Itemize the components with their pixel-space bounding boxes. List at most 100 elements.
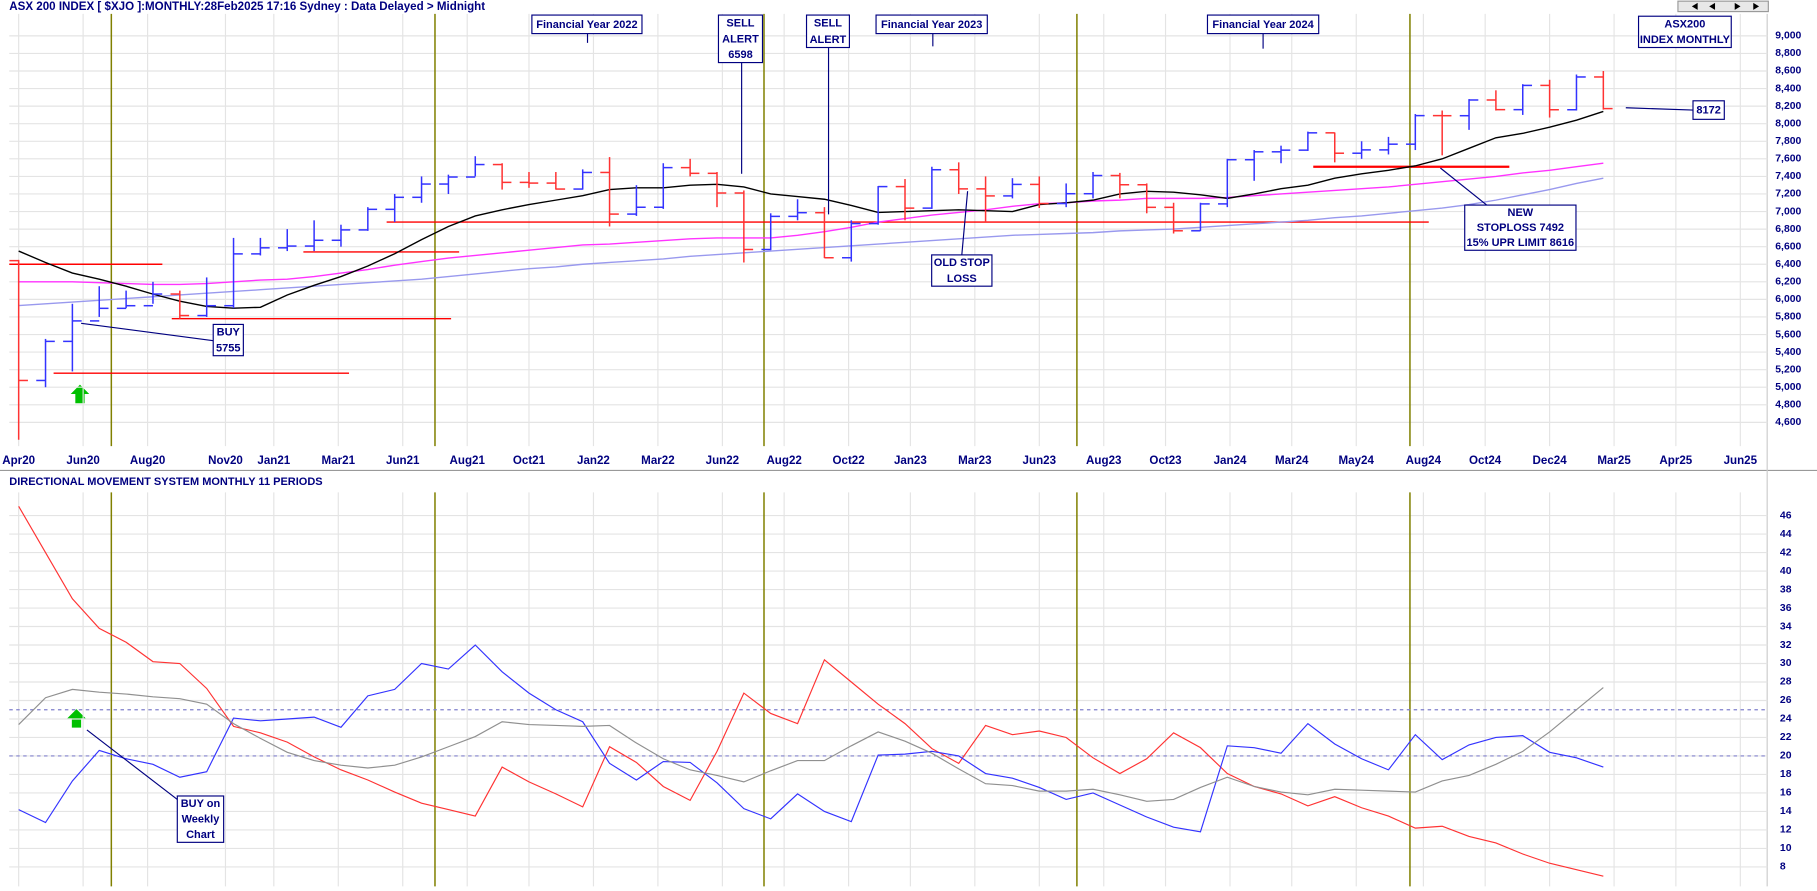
y-tick-label: 5,200 [1775,364,1801,375]
y-tick-label: 7,600 [1775,154,1801,165]
annotation: SELL ALERT 6598 [717,14,764,174]
x-tick-label: Jun20 [66,455,99,467]
y-tick-label: 6,200 [1775,277,1801,288]
annotation: Financial Year 2023 [875,14,988,47]
x-tick-label: Dec24 [1533,455,1568,467]
price-bar [1056,183,1076,208]
annotation-text: ALERT [722,33,759,45]
y-tick-label: 30 [1780,658,1792,669]
x-tick-label: Oct23 [1149,455,1182,467]
price-bar [116,290,136,310]
annotation-text: ASX200 [1664,19,1705,31]
nav-next[interactable] [1734,2,1741,10]
y-tick-label: 6,800 [1775,224,1801,235]
nav-prev[interactable] [1709,2,1716,10]
x-tick-label: Mar25 [1597,455,1631,467]
annotation-box [1692,100,1725,120]
price-bar [868,185,888,225]
price-bar [385,193,404,223]
price-bar [304,220,324,252]
nav-first[interactable] [1691,2,1698,10]
y-tick-label: 7,800 [1775,136,1801,147]
x-tick-label: Jan24 [1214,455,1247,467]
nav-buttons[interactable] [1677,0,1769,13]
nav-bar[interactable] [1677,0,1769,13]
price-bar [1459,99,1479,130]
x-tick-label: Jan21 [257,455,290,467]
x-tick-label: Oct24 [1469,455,1502,467]
price-bar [1110,172,1130,199]
price-bar [949,162,968,194]
y-tick-label: 38 [1780,584,1792,595]
price-bar [546,172,566,190]
annotation: NEW STOPLOSS 7492 15% UPR LIMIT 8616 [1440,167,1577,251]
price-bar [1218,158,1237,208]
chart-title: ASX 200 INDEX [ $XJO ]:MONTHLY:28Feb2025… [9,1,485,13]
price-bar [143,281,163,307]
price-bar [1137,183,1157,214]
y-tick-label: 46 [1780,510,1792,521]
price-bar [1191,202,1210,232]
y-tick-label: 5,800 [1775,312,1801,323]
y-tick-label: 36 [1780,603,1792,614]
annotation-pointer [81,322,214,342]
y-tick-label: 34 [1780,621,1792,632]
price-bar [439,174,458,194]
x-tick-label: Jan22 [577,455,610,467]
annotation: Financial Year 2022 [531,14,643,43]
y-tick-label: 20 [1780,751,1792,762]
annotation-pointer [1440,167,1488,206]
y-tick-label: 5,400 [1775,347,1801,358]
nav-last[interactable] [1753,2,1760,10]
y-tick-label: 40 [1780,566,1792,577]
y-tick-label: 28 [1780,677,1792,688]
price-bar [788,199,807,221]
grid [9,13,1768,887]
annotation-text: SELL [814,18,842,30]
price-bar [815,207,834,259]
y-tick-label: 24 [1780,714,1792,725]
x-tick-label: Mar22 [641,455,674,467]
annotation-box [531,14,643,35]
price-bar [1352,141,1371,159]
y-tick-label: 8,800 [1775,48,1801,59]
y-tick-label: 16 [1780,788,1792,799]
y-tick-label: 7,400 [1775,171,1801,182]
price-bar [1003,178,1022,199]
price-bar [573,169,592,190]
price-bar [1513,84,1533,115]
price-bar [412,176,431,203]
x-tick-label: Oct21 [513,455,546,467]
x-tick-label: Aug24 [1406,455,1442,467]
price-bar [358,207,378,231]
price-bar [1325,132,1345,163]
price-bar [1432,110,1452,156]
annotation-text: 15% UPR LIMIT 8616 [1467,237,1575,249]
annotation-box [717,14,764,64]
price-bar [707,172,727,208]
annotation-text: Financial Year 2024 [1212,19,1314,31]
annotation-text: 5755 [216,342,240,354]
annotation: 8172 [1625,100,1725,120]
y-tick-label: 10 [1780,843,1792,854]
moving-average [18,177,1604,307]
annotation-text: LOSS [947,273,977,285]
x-tick-label: Aug22 [766,455,801,467]
price-bar [1540,79,1559,118]
price-bar [627,185,646,216]
price-bar [1244,150,1264,181]
x-tick-label: Aug23 [1086,455,1122,467]
x-tick-label: Jun23 [1023,455,1057,467]
x-tick-label: May24 [1339,455,1375,467]
price-bar [1271,145,1291,164]
y-tick-label: 32 [1780,640,1792,651]
price-bar [895,179,915,221]
dmi-line [18,687,1604,802]
annotation-pointer [961,191,969,255]
price-bar [1379,136,1398,155]
price-bar [976,176,995,223]
y-tick-label: 18 [1780,769,1792,780]
price-bar [492,163,512,190]
annotation-text: Weekly [182,814,221,826]
